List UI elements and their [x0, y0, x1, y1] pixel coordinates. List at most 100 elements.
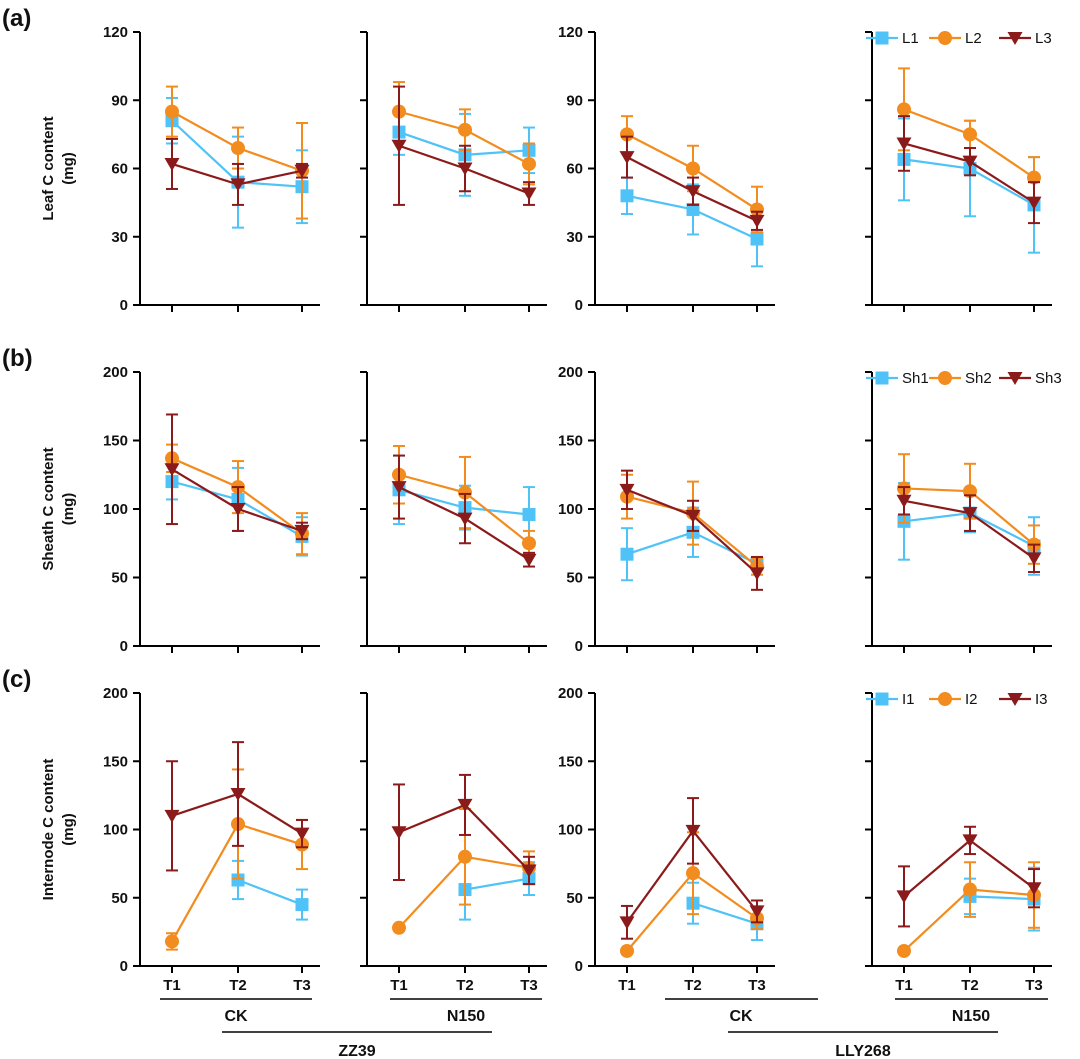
y-tick-label: 30	[566, 229, 583, 246]
data-point	[522, 536, 536, 551]
data-point	[164, 463, 180, 477]
data-point	[963, 882, 977, 897]
panel-c: (c) Internode C content (mg) 0 50 100 150 200 T1…	[2, 666, 1052, 994]
y-tick-label: 100	[558, 822, 583, 839]
legend-marker	[1007, 372, 1023, 385]
legend-marker	[938, 31, 952, 45]
data-point	[896, 890, 912, 904]
data-point	[391, 139, 407, 153]
data-point	[1026, 196, 1042, 210]
y-tick-label: 30	[111, 229, 128, 246]
y-tick-label: 200	[558, 364, 583, 381]
series-l3	[896, 115, 1042, 225]
bottom-group-labels: CK N150 CK N150 ZZ39 LLY268	[160, 998, 1048, 1059]
y-tick-label: 100	[103, 501, 128, 518]
data-point	[897, 102, 911, 117]
x-tick-label: T2	[456, 977, 474, 994]
y-tick-label: 90	[111, 92, 128, 109]
x-tick-label: T1	[390, 977, 408, 994]
series-sh3	[896, 486, 1042, 574]
data-point	[521, 553, 537, 567]
zz39-label: ZZ39	[338, 1043, 375, 1059]
data-point	[165, 104, 179, 119]
y-tick-label: 200	[103, 364, 128, 381]
legend-marker	[938, 371, 952, 385]
data-point	[1026, 882, 1042, 896]
legend-label: I3	[1035, 691, 1048, 708]
series-line	[969, 895, 1035, 901]
data-point	[619, 151, 635, 165]
data-point	[962, 507, 978, 521]
series-line	[237, 878, 303, 906]
legend-label: Sh2	[965, 370, 992, 387]
data-point	[295, 898, 309, 912]
data-point	[458, 485, 472, 500]
legend-label: L1	[902, 30, 919, 47]
y-tick-label: 150	[103, 753, 128, 770]
data-point	[230, 503, 246, 516]
legend-a: L1 L2 L3	[866, 30, 1052, 47]
data-point	[1027, 170, 1041, 185]
y-tick-label: 50	[566, 890, 583, 907]
panel-label-b: (b)	[2, 345, 33, 372]
legend-marker	[938, 692, 952, 706]
data-point	[896, 494, 912, 508]
data-point	[686, 161, 700, 176]
data-point	[458, 849, 472, 864]
y-tick-label: 200	[558, 685, 583, 702]
legend-label: L3	[1035, 30, 1052, 47]
y-axis-title-line1: Leaf C content	[40, 116, 57, 220]
legend-marker	[1007, 693, 1023, 706]
data-point	[685, 509, 701, 523]
data-point	[230, 788, 246, 802]
series-sh3	[164, 413, 310, 541]
y-axis-title-line1: Sheath C content	[40, 447, 57, 570]
data-point	[294, 827, 310, 841]
n150-label-lly268: N150	[952, 1008, 990, 1025]
y-tick-label: 50	[111, 890, 128, 907]
series-l2	[620, 115, 764, 234]
series-line	[464, 877, 530, 891]
panel-label-a: (a)	[2, 5, 31, 32]
x-tick-label: T3	[1025, 977, 1043, 994]
y-tick-label: 0	[575, 297, 583, 314]
data-point	[963, 127, 977, 142]
y-axis-title-line2: (mg)	[60, 493, 77, 526]
x-tick-label: T3	[293, 977, 311, 994]
data-point	[962, 834, 978, 848]
data-point	[231, 141, 245, 156]
data-point	[750, 232, 764, 246]
data-point	[231, 873, 245, 887]
y-tick-label: 60	[566, 161, 583, 178]
legend-label: Sh1	[902, 370, 929, 387]
y-axis-title-line2: (mg)	[60, 152, 77, 185]
data-point	[457, 798, 473, 812]
subplot-b-4	[865, 371, 1052, 653]
data-point	[620, 189, 634, 203]
legend-marker	[875, 31, 889, 45]
data-point	[165, 934, 179, 949]
y-tick-label: 0	[120, 297, 128, 314]
data-point	[619, 916, 635, 930]
series-sh3	[619, 469, 765, 591]
data-point	[1026, 552, 1042, 566]
y-axis-title-b: Sheath C content (mg)	[40, 447, 77, 570]
data-point	[521, 187, 537, 201]
subplot-b-2	[360, 371, 547, 653]
legend-label: I1	[902, 691, 915, 708]
y-tick-label: 200	[103, 685, 128, 702]
x-tick-label: T1	[618, 977, 636, 994]
data-point	[522, 156, 536, 171]
x-tick-label: T3	[748, 977, 766, 994]
panels-group: (a)Leaf C content (mg)0306090120030609012…	[2, 5, 1062, 994]
y-tick-label: 50	[111, 570, 128, 587]
y-tick-label: 90	[566, 92, 583, 109]
subplot-a-4	[865, 31, 1052, 312]
data-point	[457, 162, 473, 176]
series-l3	[391, 85, 537, 206]
x-tick-label: T2	[229, 977, 247, 994]
x-tick-label: T2	[961, 977, 979, 994]
y-tick-label: 50	[566, 570, 583, 587]
legend-marker	[875, 692, 889, 706]
series-sh3	[391, 454, 537, 568]
